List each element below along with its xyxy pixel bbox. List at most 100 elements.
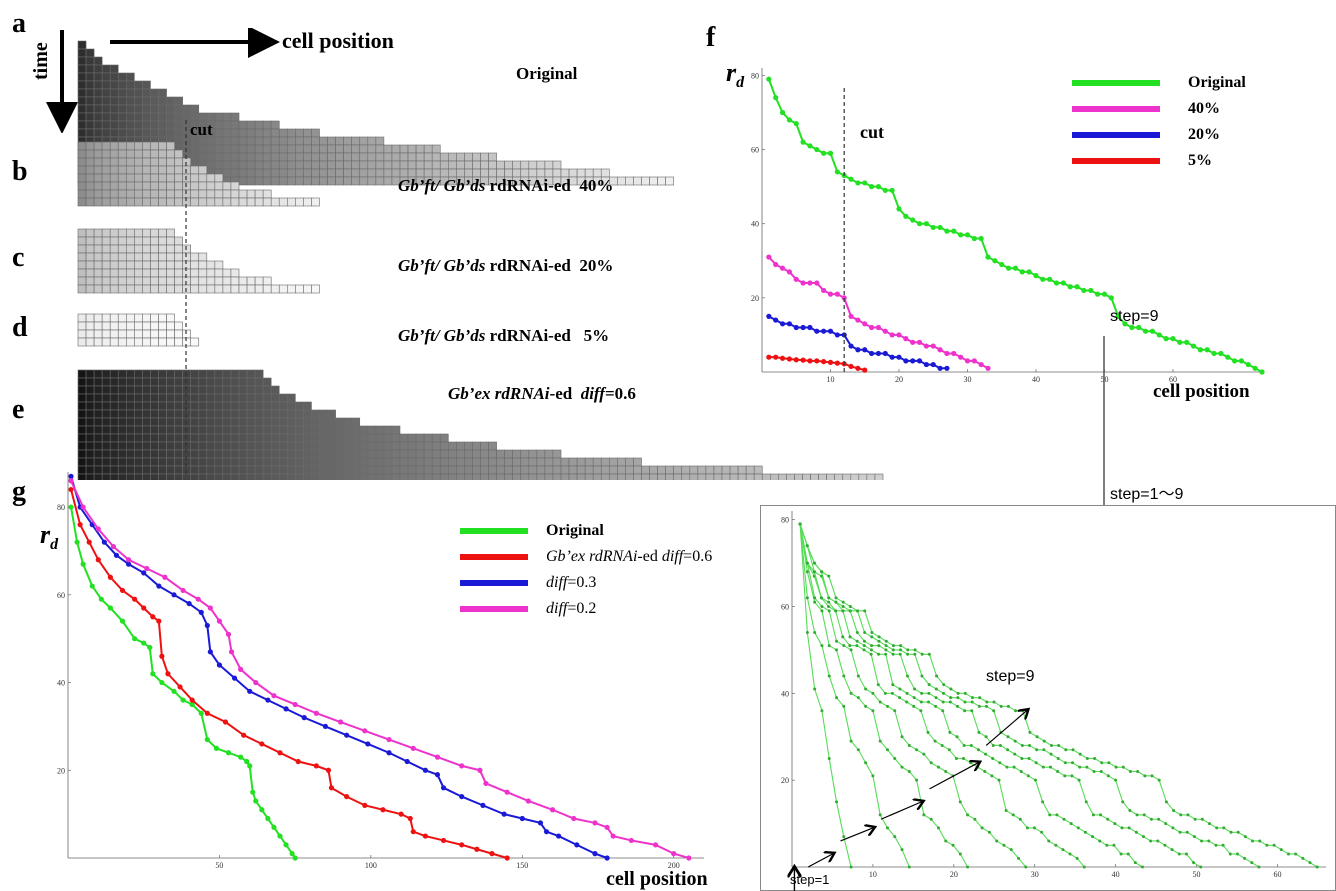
grid-cell xyxy=(303,160,312,170)
grid-cell xyxy=(359,144,369,154)
chart-g-ylabel: rd xyxy=(40,520,59,554)
grid-cell xyxy=(238,385,248,395)
y-tick-label: 80 xyxy=(751,71,759,80)
chart-f-series-0-point xyxy=(1088,287,1094,294)
grid-cell xyxy=(182,457,191,467)
grid-cell xyxy=(472,441,481,451)
grid-cell xyxy=(439,160,449,170)
chart-g-series-1-point xyxy=(95,557,101,563)
grid-cell xyxy=(447,152,457,162)
grid-cell xyxy=(166,369,175,379)
grid-cell xyxy=(745,473,755,480)
grid-cell xyxy=(142,441,151,451)
grid-cell xyxy=(295,152,304,162)
chart-h-step-point xyxy=(934,687,938,691)
grid-cell xyxy=(262,449,272,459)
grid-cell xyxy=(222,457,232,467)
chart-h-step-point xyxy=(849,739,853,743)
grid-cell xyxy=(182,377,191,387)
grid-cell xyxy=(399,449,409,459)
chart-g-series-1-point xyxy=(459,842,465,848)
grid-cell xyxy=(222,385,232,395)
grid-cell xyxy=(270,120,280,130)
grid-cell xyxy=(512,160,522,170)
grid-cell xyxy=(206,189,216,199)
grid-cell xyxy=(383,168,393,178)
chart-g-series-1-point xyxy=(159,653,165,659)
grid-cell xyxy=(150,189,159,199)
grid-cell xyxy=(166,141,175,151)
chart-h-step-point xyxy=(1308,861,1312,865)
grid-cell xyxy=(278,136,288,146)
chart-f-series-1-point xyxy=(773,261,779,268)
grid-cell xyxy=(480,441,489,451)
grid-cell xyxy=(230,417,240,427)
chart-f-series-1-point xyxy=(814,280,820,286)
grid-cell xyxy=(552,457,562,467)
chart-h-step-point xyxy=(991,743,995,747)
chart-g-series-2-point xyxy=(204,622,210,629)
grid-cell xyxy=(174,173,183,183)
grid-cell xyxy=(536,449,546,459)
grid-cell xyxy=(335,433,344,443)
chart-h-step-point xyxy=(841,609,845,613)
grid-cell xyxy=(142,449,151,459)
chart-f-series-1-point xyxy=(800,280,806,286)
chart-g-series-1-point xyxy=(222,719,229,725)
grid-cell xyxy=(206,160,216,170)
grid-cell xyxy=(101,441,111,451)
grid-cell xyxy=(101,401,111,411)
grid-cell xyxy=(536,160,546,170)
grid-cell xyxy=(77,72,87,82)
chart-h-step-point xyxy=(1133,861,1137,865)
grid-cell xyxy=(214,433,224,443)
chart-h-step1-note: step=1 xyxy=(790,872,830,887)
grid-cell xyxy=(174,385,183,395)
grid-cell xyxy=(415,441,425,451)
chart-f-series-0-point xyxy=(1142,328,1149,334)
chart-h-step-point xyxy=(819,596,823,600)
grid-cell xyxy=(109,276,119,286)
grid-cell xyxy=(327,425,336,435)
grid-cell xyxy=(158,268,167,278)
grid-cell xyxy=(641,176,650,186)
grid-cell xyxy=(262,189,272,199)
chart-h-step-point xyxy=(820,609,824,613)
chart-h-step-point xyxy=(977,730,981,734)
grid-cell xyxy=(778,473,787,480)
chart-f-series-0-point xyxy=(930,224,936,231)
chart-f-series-0-point xyxy=(1259,369,1265,375)
y-tick-label: 40 xyxy=(781,689,789,698)
grid-cell xyxy=(93,393,103,403)
grid-cell xyxy=(496,457,505,467)
grid-cell xyxy=(230,112,240,122)
chart-f-series-0-point xyxy=(1218,350,1224,357)
chart-g-series-0-point xyxy=(68,504,74,510)
grid-cell xyxy=(126,441,135,451)
grid-cell xyxy=(625,457,634,467)
chart-h-step-point xyxy=(855,639,859,643)
chart-h-step9-note: step=9 xyxy=(986,668,1035,685)
grid-cell xyxy=(246,160,256,170)
grid-cell xyxy=(383,425,393,435)
legend-swatch xyxy=(460,554,528,561)
chart-h-step-point xyxy=(934,696,938,700)
grid-cell xyxy=(150,141,159,151)
grid-cell xyxy=(222,433,232,443)
grid-cell xyxy=(303,128,312,138)
grid-cell xyxy=(166,409,175,419)
grid-cell xyxy=(335,160,344,170)
grid-cell xyxy=(109,181,119,191)
grid-cell xyxy=(77,173,87,183)
grid-cell xyxy=(150,197,159,207)
chart-f-series-2-point xyxy=(937,365,943,371)
grid-cell xyxy=(472,152,481,162)
grid-cell xyxy=(214,425,224,435)
chart-h-step-point xyxy=(1085,765,1089,769)
grid-cell xyxy=(166,449,175,459)
grid-cell xyxy=(270,284,280,294)
grid-cell xyxy=(246,136,256,146)
chart-h-step-point xyxy=(992,709,996,713)
grid-cell xyxy=(182,329,191,339)
chart-f-series-0-point xyxy=(896,206,902,212)
